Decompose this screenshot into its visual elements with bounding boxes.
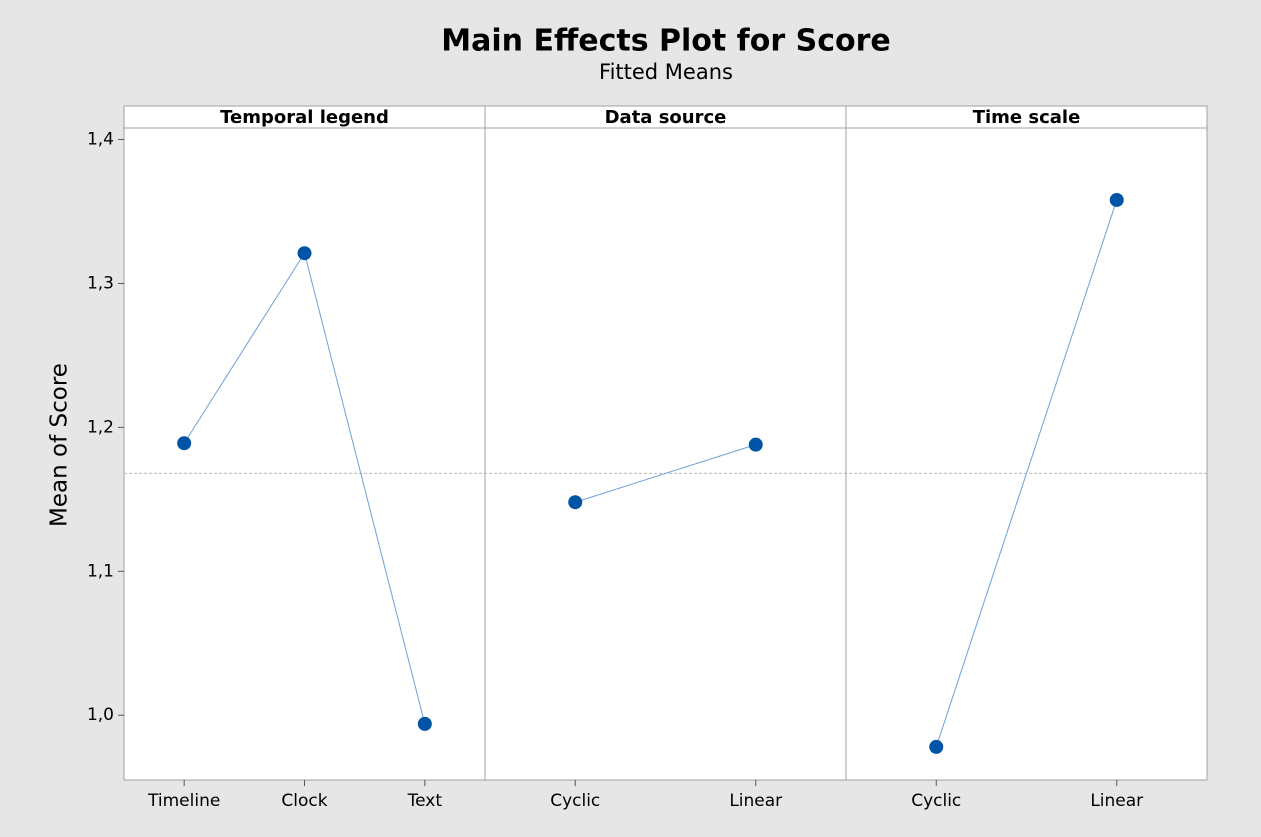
chart-subtitle: Fitted Means [599, 60, 733, 84]
point [297, 246, 312, 261]
effect-line [935, 199, 1118, 748]
y-tick-label: 1,2 [87, 417, 114, 437]
x-tick-label: Cyclic [911, 791, 961, 811]
panel-title: Temporal legend [220, 107, 389, 128]
point [417, 716, 432, 731]
point [748, 437, 763, 452]
y-tick-label: 1,4 [87, 130, 114, 150]
x-tick-label: Linear [1090, 791, 1143, 811]
point [1109, 192, 1124, 207]
y-axis-label: Mean of Score [47, 363, 73, 527]
point [177, 436, 192, 451]
x-tick-label: Linear [729, 791, 782, 811]
y-tick-label: 1,1 [87, 561, 114, 581]
panel-title: Time scale [973, 107, 1081, 128]
plot-area [123, 105, 1208, 781]
x-tick-label: Timeline [147, 791, 220, 811]
x-tick-label: Cyclic [550, 791, 600, 811]
y-tick-label: 1,3 [87, 273, 114, 293]
point [568, 495, 583, 510]
y-tick-label: 1,0 [87, 705, 114, 725]
panel-title: Data source [605, 107, 727, 128]
x-tick-label: Text [407, 791, 443, 811]
x-tick-label: Clock [281, 791, 327, 811]
effect-line [575, 444, 756, 503]
chart-title: Main Effects Plot for Score [441, 24, 890, 59]
point [929, 739, 944, 754]
